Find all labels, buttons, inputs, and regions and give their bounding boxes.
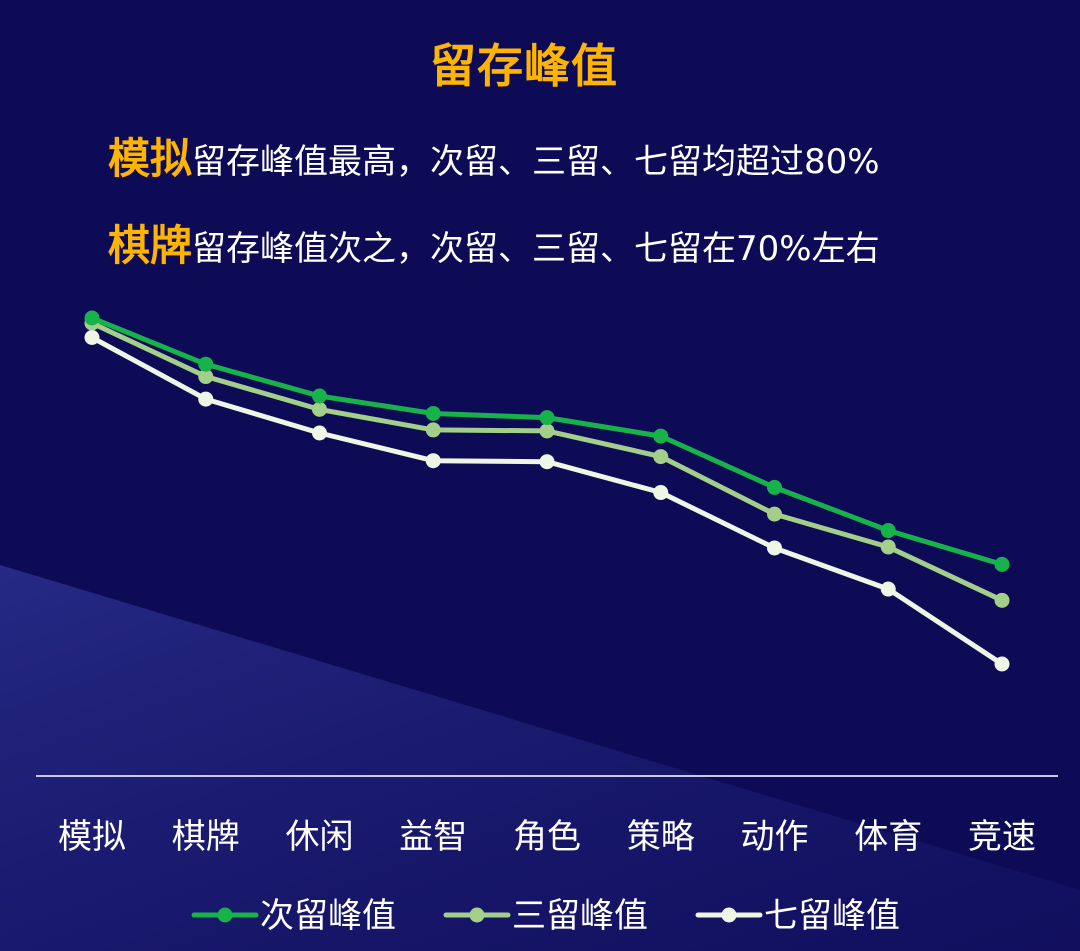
legend-item: 七留峰值: [695, 896, 900, 936]
data-point: [198, 369, 214, 385]
series-3: [84, 330, 1010, 672]
legend-item: 三留峰值: [443, 896, 648, 936]
data-point: [653, 485, 669, 501]
data-point: [767, 506, 782, 522]
data-point: [880, 581, 896, 597]
data-point: [312, 425, 327, 441]
data-point: [539, 454, 555, 470]
data-point: [198, 356, 214, 372]
highlight-text: 留存峰值次之，次留、三留、七留在70%左右: [192, 229, 880, 269]
x-tick-label: 体育: [854, 817, 922, 857]
x-tick-label: 策略: [627, 817, 695, 857]
highlight-keyword: 模拟: [108, 134, 193, 183]
series-1: [84, 310, 1010, 572]
series-line: [89, 315, 1005, 567]
data-point: [994, 656, 1010, 672]
data-point: [767, 540, 782, 556]
x-tick-label: 棋牌: [172, 817, 240, 857]
legend-item: 次留峰值: [191, 896, 396, 936]
background-wedge: [0, 565, 1080, 951]
page-title: 留存峰值: [430, 39, 618, 93]
data-point: [880, 523, 896, 539]
data-point: [880, 539, 896, 555]
data-point: [84, 310, 100, 326]
series-2: [84, 315, 1010, 608]
data-point: [539, 410, 555, 426]
data-point: [425, 453, 441, 469]
data-point: [425, 422, 441, 438]
data-point: [653, 449, 669, 465]
data-point: [84, 330, 100, 346]
x-tick-label: 模拟: [58, 817, 126, 857]
highlight-text: 留存峰值最高，次留、三留、七留均超过80%: [192, 142, 880, 182]
data-point: [312, 401, 327, 417]
data-point: [994, 592, 1010, 608]
legend-label: 次留峰值: [260, 896, 396, 936]
data-point: [767, 479, 782, 495]
legend-marker: [721, 907, 737, 923]
x-axis-labels: 模拟 棋牌 休闲 益智 角色 策略 动作 体育 竞速: [58, 817, 1036, 857]
data-point: [994, 556, 1010, 572]
x-tick-label: 角色: [513, 817, 581, 857]
legend-marker: [469, 907, 485, 923]
legend: 次留峰值 三留峰值 七留峰值: [191, 896, 900, 936]
legend-label: 七留峰值: [764, 896, 900, 936]
data-point: [312, 388, 327, 404]
series-line: [89, 335, 1005, 667]
data-point: [425, 405, 441, 421]
legend-marker: [217, 907, 233, 923]
highlight-keyword: 棋牌: [108, 221, 193, 270]
x-tick-label: 动作: [741, 817, 809, 857]
x-tick-label: 益智: [399, 817, 467, 857]
highlight-line-1: 模拟留存峰值最高，次留、三留、七留均超过80%: [108, 125, 880, 186]
x-tick-label: 竞速: [968, 817, 1036, 857]
data-point: [539, 423, 555, 439]
legend-label: 三留峰值: [512, 896, 648, 936]
series-layer: [84, 310, 1010, 672]
data-point: [198, 391, 214, 407]
x-tick-label: 休闲: [286, 817, 354, 857]
highlight-line-2: 棋牌留存峰值次之，次留、三留、七留在70%左右: [108, 212, 880, 273]
data-point: [653, 428, 669, 444]
